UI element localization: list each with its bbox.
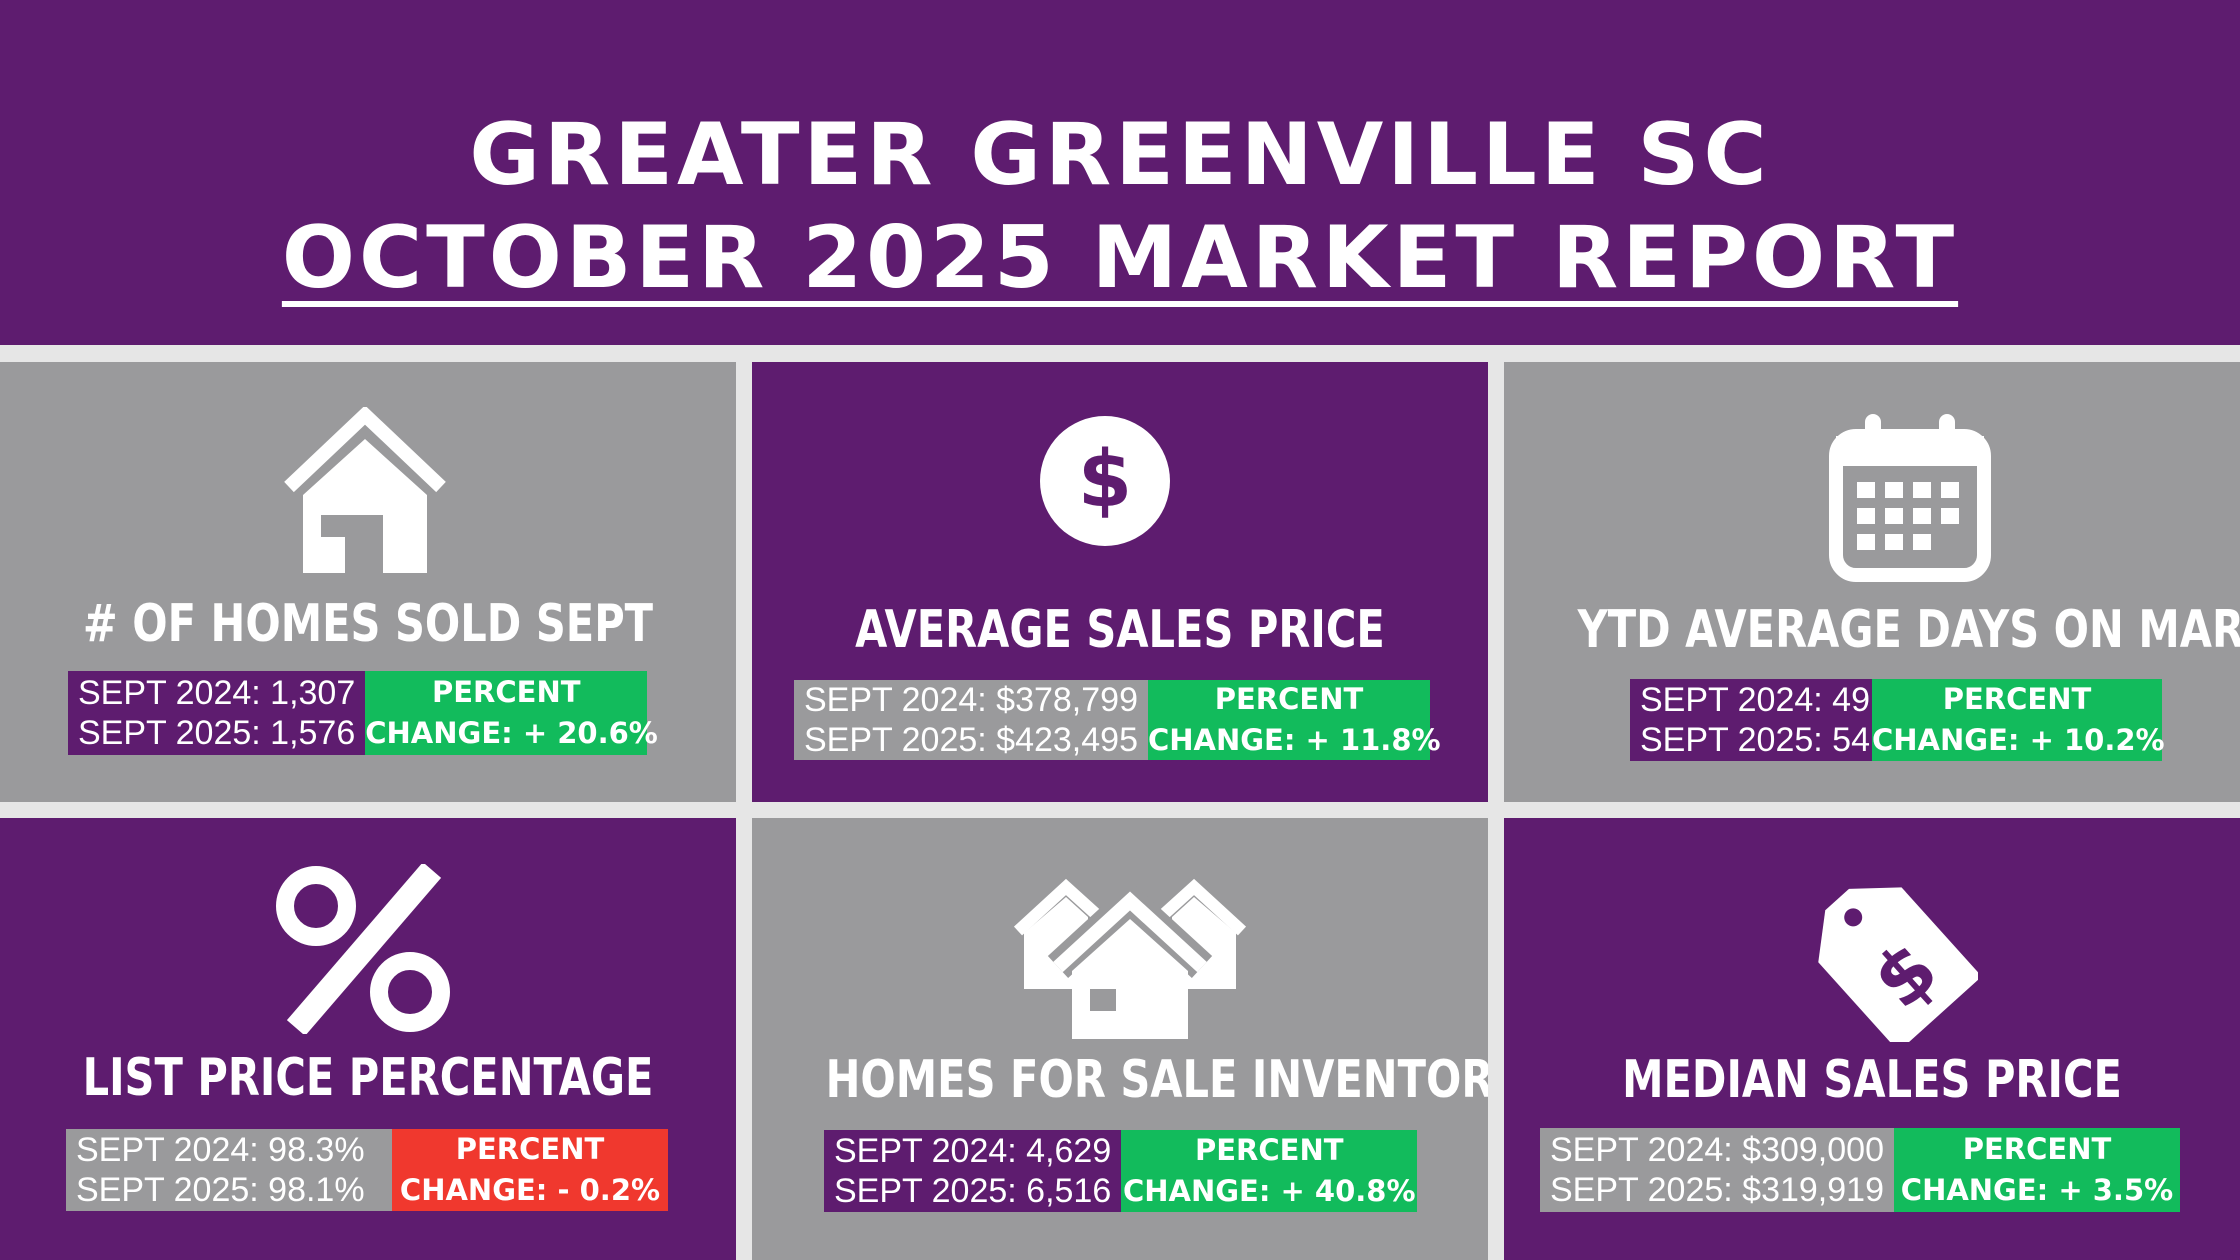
calendar-icon	[1829, 414, 1991, 582]
value-2024: SEPT 2024: $309,000	[1550, 1131, 1884, 1169]
report-title-line2: OCTOBER 2025 MARKET REPORT	[0, 208, 2240, 308]
stat-row: SEPT 2024: 98.3% SEPT 2025: 98.1% PERCEN…	[66, 1129, 668, 1211]
percent-change-label: PERCENT	[431, 675, 581, 709]
stat-row: SEPT 2024: $309,000 SEPT 2025: $319,919 …	[1540, 1128, 2180, 1212]
percent-change-label: PERCENT	[455, 1132, 605, 1166]
report-title-line2-text: OCTOBER 2025 MARKET REPORT	[281, 208, 1959, 308]
stat-values: SEPT 2024: 1,307 SEPT 2025: 1,576	[68, 671, 366, 755]
panel-title: # OF HOMES SOLD SEPT	[82, 594, 654, 654]
percent-change-value: CHANGE: + 10.2%	[1872, 723, 2165, 757]
panel-median-sales-price: $ MEDIAN SALES PRICE SEPT 2024: $309,000…	[1504, 818, 2240, 1260]
stat-values: SEPT 2024: 49 SEPT 2025: 54	[1630, 679, 1872, 761]
percent-change-value: CHANGE: + 3.5%	[1900, 1173, 2174, 1207]
panel-days-on-market: YTD AVERAGE DAYS ON MARKET SEPT 2024: 49…	[1504, 362, 2240, 802]
stat-row: SEPT 2024: 49 SEPT 2025: 54 PERCENT CHAN…	[1630, 679, 2165, 761]
percent-change-label: PERCENT	[1962, 1132, 2112, 1166]
panel-title: YTD AVERAGE DAYS ON MARKET	[1577, 600, 2240, 660]
stat-row: SEPT 2024: 1,307 SEPT 2025: 1,576 PERCEN…	[68, 671, 658, 755]
value-2025: SEPT 2025: $423,495	[804, 721, 1138, 759]
panel-homes-sold: # OF HOMES SOLD SEPT SEPT 2024: 1,307 SE…	[0, 362, 736, 802]
panel-homes-inventory: HOMES FOR SALE INVENTORY SEPT 2024: 4,62…	[752, 818, 1488, 1260]
panel-title: LIST PRICE PERCENTAGE	[82, 1048, 654, 1108]
percent-change-badge: PERCENT CHANGE: + 10.2%	[1872, 679, 2165, 761]
value-2025: SEPT 2025: 98.1%	[76, 1171, 365, 1209]
percent-change-label: PERCENT	[1194, 1133, 1344, 1167]
percent-change-value: CHANGE: - 0.2%	[399, 1173, 661, 1207]
percent-icon	[276, 864, 450, 1034]
percent-change-value: CHANGE: + 40.8%	[1122, 1174, 1416, 1208]
percent-change-label: PERCENT	[1942, 682, 2092, 716]
percent-change-value: CHANGE: + 20.6%	[365, 716, 658, 750]
value-2024: SEPT 2024: 98.3%	[76, 1131, 365, 1169]
svg-text:$: $	[1078, 435, 1132, 525]
stat-values: SEPT 2024: $309,000 SEPT 2025: $319,919	[1540, 1128, 1894, 1212]
stat-values: SEPT 2024: $378,799 SEPT 2025: $423,495	[794, 680, 1148, 760]
price-tag-icon: $	[1818, 887, 1978, 1042]
value-2024: SEPT 2024: 4,629	[834, 1132, 1112, 1170]
dollar-circle-icon: $	[1040, 416, 1170, 546]
report-title-line1: GREATER GREENVILLE SC	[469, 105, 1771, 205]
value-2025: SEPT 2025: 54	[1640, 721, 1870, 759]
value-2024: SEPT 2024: 1,307	[78, 674, 356, 712]
value-2025: SEPT 2025: 1,576	[78, 714, 356, 752]
stat-values: SEPT 2024: 98.3% SEPT 2025: 98.1%	[66, 1129, 392, 1211]
panel-title: HOMES FOR SALE INVENTORY	[825, 1050, 1488, 1110]
value-2025: SEPT 2025: 6,516	[834, 1172, 1112, 1210]
stat-row: SEPT 2024: 4,629 SEPT 2025: 6,516 PERCEN…	[824, 1130, 1418, 1212]
value-2024: SEPT 2024: $378,799	[804, 681, 1138, 719]
value-2025: SEPT 2025: $319,919	[1550, 1171, 1884, 1209]
stat-row: SEPT 2024: $378,799 SEPT 2025: $423,495 …	[794, 680, 1441, 760]
stat-values: SEPT 2024: 4,629 SEPT 2025: 6,516	[824, 1130, 1122, 1212]
houses-icon	[1013, 878, 1247, 1039]
panel-list-price-percentage: LIST PRICE PERCENTAGE SEPT 2024: 98.3% S…	[0, 818, 736, 1260]
panel-title: MEDIAN SALES PRICE	[1622, 1050, 2122, 1110]
percent-change-badge: PERCENT CHANGE: + 3.5%	[1893, 1128, 2180, 1212]
percent-change-badge: PERCENT CHANGE: + 20.6%	[365, 671, 658, 755]
panel-title: AVERAGE SALES PRICE	[855, 600, 1385, 660]
report-header: GREATER GREENVILLE SC OCTOBER 2025 MARKE…	[0, 0, 2240, 345]
percent-change-value: CHANGE: + 11.8%	[1147, 723, 1441, 757]
percent-change-badge: PERCENT CHANGE: - 0.2%	[392, 1129, 668, 1211]
percent-change-label: PERCENT	[1214, 682, 1364, 716]
house-icon	[284, 407, 446, 573]
value-2024: SEPT 2024: 49	[1640, 681, 1870, 719]
percent-change-badge: PERCENT CHANGE: + 11.8%	[1147, 680, 1441, 760]
percent-change-badge: PERCENT CHANGE: + 40.8%	[1121, 1130, 1418, 1212]
panel-average-sales-price: $ AVERAGE SALES PRICE SEPT 2024: $378,79…	[752, 362, 1488, 802]
